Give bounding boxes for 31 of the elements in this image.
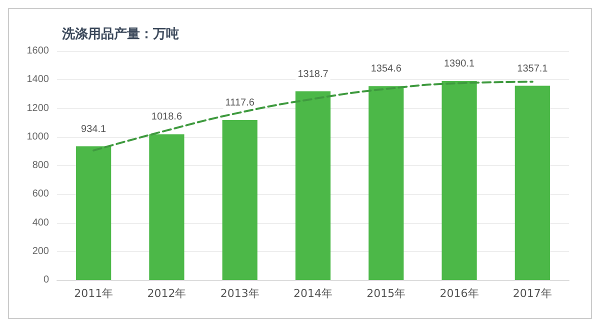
- y-tick-label: 1000: [26, 131, 50, 142]
- x-tick-label: 2014年: [294, 287, 332, 300]
- y-tick-label: 1400: [26, 74, 50, 86]
- bar: [514, 86, 550, 280]
- y-tick-label: 1600: [26, 46, 50, 56]
- bar: [222, 120, 258, 280]
- data-label: 1117.6: [225, 98, 255, 109]
- bar: [149, 134, 184, 280]
- bar: [76, 146, 112, 280]
- bar: [442, 81, 477, 280]
- x-tick-label: 2015年: [366, 287, 406, 300]
- x-tick-label: 2012年: [147, 287, 186, 300]
- y-tick-label: 0: [43, 274, 50, 286]
- data-label: 934.1: [81, 124, 107, 135]
- y-tick-label: 800: [32, 160, 50, 171]
- data-label: 1390.1: [444, 58, 476, 70]
- x-tick-label: 2013年: [220, 287, 260, 300]
- chart-title: 洗涤用品产量：万吨: [61, 26, 179, 42]
- y-tick-label: 400: [32, 217, 50, 228]
- x-tick-label: 2011年: [74, 287, 114, 300]
- bar: [295, 91, 331, 280]
- y-tick-label: 600: [32, 188, 50, 200]
- y-tick-label: 1200: [26, 102, 50, 114]
- data-label: 1354.6: [370, 64, 402, 75]
- y-tick-label: 200: [32, 246, 50, 257]
- data-label: 1357.1: [517, 63, 548, 74]
- x-tick-label: 2017年: [512, 287, 552, 300]
- data-label: 1318.7: [298, 68, 329, 80]
- bar: [368, 86, 404, 280]
- x-tick-label: 2016年: [440, 287, 479, 300]
- data-label: 1018.6: [151, 112, 182, 123]
